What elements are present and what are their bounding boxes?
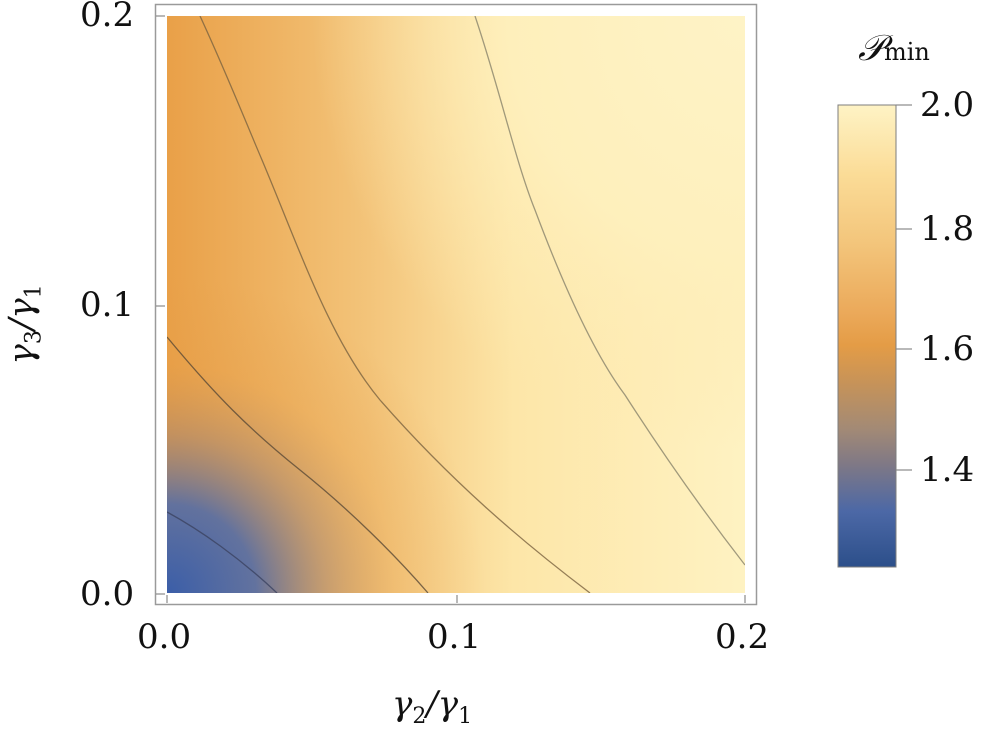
y-tick-label-0.1: 0.1 <box>80 285 135 325</box>
y-label-sub2: 1 <box>21 284 47 299</box>
colorbar-title-sub: min <box>883 38 930 66</box>
axis-ticks <box>156 15 746 603</box>
colorbar-tick-label-1.6: 1.6 <box>920 329 975 369</box>
x-label-gamma: γ <box>392 684 413 724</box>
x-tick-label-0.2: 0.2 <box>715 617 770 657</box>
x-label-sep: /γ <box>426 684 459 724</box>
colorbar-title-main: 𝒫 <box>858 28 884 69</box>
y-label-gamma: γ <box>1 344 42 365</box>
contour-line-4 <box>474 16 745 566</box>
colorbar <box>837 104 897 568</box>
x-label-sub2: 1 <box>458 703 473 729</box>
contour-line-2 <box>167 336 429 593</box>
y-tick-label-0.0: 0.0 <box>80 574 135 614</box>
x-label-sub1: 2 <box>412 703 427 729</box>
density-field <box>167 16 745 593</box>
colorbar-ticks <box>896 104 912 471</box>
colorbar-tick-label-2.0: 2.0 <box>920 85 975 125</box>
y-label-sub1: 3 <box>21 330 47 345</box>
x-tick-label-0.0: 0.0 <box>137 617 192 657</box>
contour-line-1 <box>167 511 278 593</box>
x-tick-label-0.1: 0.1 <box>427 617 482 657</box>
contour-line-3 <box>199 16 591 593</box>
y-axis-label: γ3/γ1 <box>2 264 47 384</box>
y-label-sep: /γ <box>1 298 42 331</box>
colorbar-tick-label-1.8: 1.8 <box>920 209 975 249</box>
y-tick-label-0.2: 0.2 <box>80 0 135 35</box>
colorbar-tick-label-1.4: 1.4 <box>920 450 975 490</box>
x-axis-label: γ2/γ1 <box>392 684 472 729</box>
colorbar-title: 𝒫min <box>858 28 930 70</box>
